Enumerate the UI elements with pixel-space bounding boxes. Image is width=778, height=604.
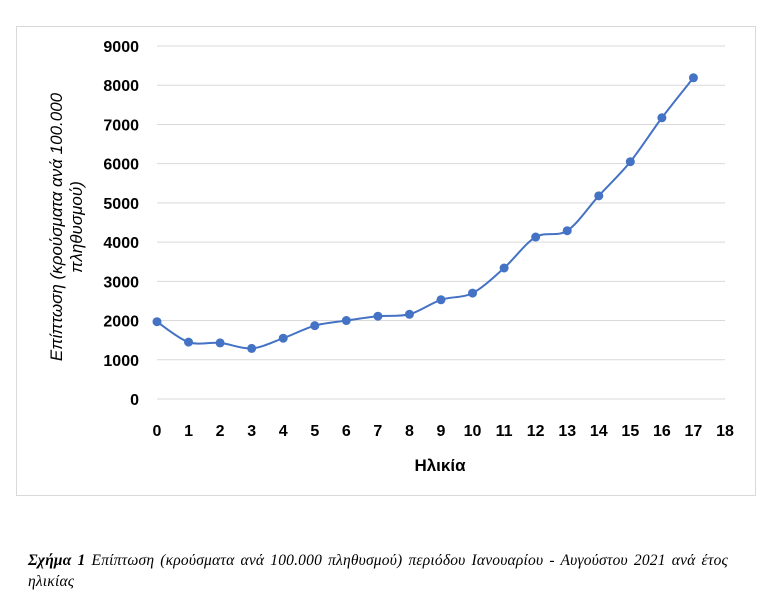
x-tick-label: 0: [153, 423, 162, 440]
data-point: [594, 191, 604, 201]
x-tick-label: 17: [685, 423, 703, 440]
figure-caption: Σχήμα 1 Επίπτωση (κρούσματα ανά 100.000 …: [28, 550, 728, 592]
x-tick-label: 6: [342, 423, 351, 440]
x-tick-label: 13: [558, 423, 576, 440]
data-point: [152, 317, 162, 327]
data-point: [562, 226, 572, 236]
x-tick-label: 12: [527, 423, 545, 440]
gridlines: [157, 45, 725, 361]
x-tick-label: 9: [437, 423, 446, 440]
y-tick-label: 1000: [103, 353, 139, 370]
x-tick-label: 7: [373, 423, 382, 440]
x-tick-label: 14: [590, 423, 608, 440]
y-axis-title-line-2: πληθυσμού): [67, 181, 86, 273]
data-point: [657, 113, 667, 123]
x-tick-label: 1: [184, 423, 193, 440]
y-tick-label: 3000: [103, 274, 139, 291]
x-tick-label: 15: [621, 423, 639, 440]
data-point: [278, 333, 288, 343]
x-tick-label: 10: [464, 423, 482, 440]
y-tick-label: 9000: [103, 39, 139, 56]
x-tick-label: 2: [216, 423, 225, 440]
y-tick-label: 0: [130, 392, 139, 409]
chart-frame: [16, 26, 756, 496]
y-axis-title: Επίπτωση (κρούσματα ανά 100.000 πληθυσμο…: [47, 92, 86, 361]
data-point: [531, 232, 541, 242]
x-axis-title: Ηλικία: [414, 456, 466, 475]
data-point: [341, 316, 351, 326]
x-tick-label: 3: [247, 423, 256, 440]
data-point: [625, 157, 635, 167]
data-point: [468, 288, 478, 298]
data-point: [404, 309, 414, 319]
x-tick-label: 16: [653, 423, 671, 440]
data-point: [247, 343, 257, 353]
caption-text: Επίπτωση (κρούσματα ανά 100.000 πληθυσμο…: [28, 552, 729, 590]
x-tick-label: 8: [405, 423, 414, 440]
y-tick-label: 8000: [103, 78, 139, 95]
data-point: [436, 295, 446, 305]
y-tick-label: 6000: [103, 157, 139, 174]
data-point: [215, 338, 225, 348]
series-line: [156, 77, 695, 350]
x-tick-label: 5: [310, 423, 319, 440]
y-tick-label: 5000: [103, 196, 139, 213]
data-point: [373, 311, 383, 321]
x-tick-label: 18: [716, 423, 734, 440]
y-tick-label: 4000: [103, 235, 139, 252]
caption-label: Σχήμα 1: [28, 552, 86, 569]
y-tick-label: 7000: [103, 117, 139, 134]
x-tick-labels: 0 1 2 3 4 5 6 7 8 9 10 11 12 13 14 15 16 17 18: [153, 423, 734, 440]
data-point: [499, 263, 509, 273]
data-point: [184, 337, 194, 347]
series: [152, 73, 698, 353]
y-tick-label: 2000: [103, 314, 139, 331]
x-tick-label: 4: [279, 423, 288, 440]
y-axis: 0 1000 2000 3000 4000 5000 6000 7000 8000 9000: [103, 39, 139, 409]
data-point: [688, 73, 698, 83]
x-tick-label: 11: [496, 423, 513, 440]
data-point: [310, 321, 320, 331]
y-axis-title-line-1: Επίπτωση (κρούσματα ανά 100.000: [47, 92, 66, 361]
